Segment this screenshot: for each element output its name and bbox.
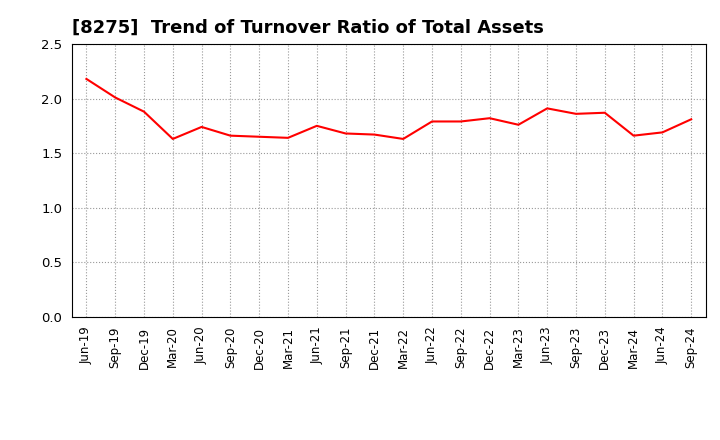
Text: [8275]  Trend of Turnover Ratio of Total Assets: [8275] Trend of Turnover Ratio of Total …: [72, 19, 544, 37]
